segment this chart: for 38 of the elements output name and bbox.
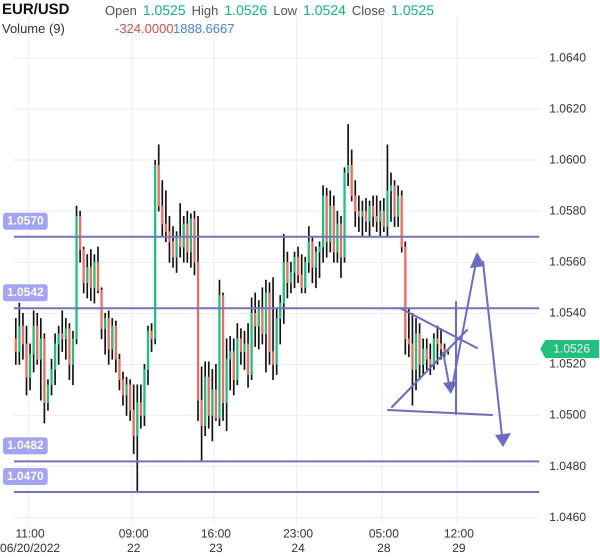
chart-subtitle: Open 1.0525 High 1.0526 Low 1.0524 Close 1.0525 xyxy=(105,2,434,18)
ref-line-label: 1.0482 xyxy=(7,438,44,452)
annotation: -324.0000 xyxy=(115,21,174,36)
candlestick xyxy=(232,338,235,396)
y-tick-label: 1.0480 xyxy=(549,458,586,473)
ref-line-label: 1.0470 xyxy=(7,468,44,483)
candlestick xyxy=(136,384,138,492)
x-tick-label: 11:00 06/20/2022 xyxy=(0,526,60,556)
annotation: 1888.6667 xyxy=(173,21,234,36)
y-tick-label: 1.0500 xyxy=(549,408,586,422)
x-tick-label: 16:00 23 xyxy=(200,526,232,556)
x-tick-label: 23:00 24 xyxy=(283,526,314,556)
y-tick-label: 1.0640 xyxy=(549,50,586,64)
y-tick-label: 1.0560 xyxy=(549,254,586,269)
ref-line-label: 1.0570 xyxy=(7,214,44,228)
candlestick xyxy=(61,310,64,352)
text: 1.0526 xyxy=(553,341,590,356)
candlestick xyxy=(186,210,188,263)
candlestick xyxy=(376,196,378,232)
x-tick-label: 12:00 29 xyxy=(444,526,474,556)
y-tick-label: 1.0580 xyxy=(549,204,586,218)
candlestick xyxy=(14,318,17,365)
chart-title: EUR/USD xyxy=(2,1,70,18)
x-tick-label: 09:00 22 xyxy=(118,526,150,556)
y-tick-label: 1.0460 xyxy=(549,510,586,524)
y-tick-label: 1.0540 xyxy=(549,306,586,320)
candlestick xyxy=(86,254,88,298)
candlestick xyxy=(254,292,256,347)
candlestick xyxy=(111,318,114,360)
candlestick xyxy=(329,190,332,252)
y-tick-label: 1.0620 xyxy=(549,101,586,116)
y-tick-label: 1.0520 xyxy=(549,356,586,371)
candlestick xyxy=(108,310,110,365)
y-tick-label: 1.0600 xyxy=(549,152,586,166)
ref-line-label: 1.0542 xyxy=(7,285,44,300)
annotation: Volume (9) xyxy=(2,21,65,36)
x-tick-label: 05:00 28 xyxy=(368,526,400,556)
candlestick xyxy=(40,318,42,400)
